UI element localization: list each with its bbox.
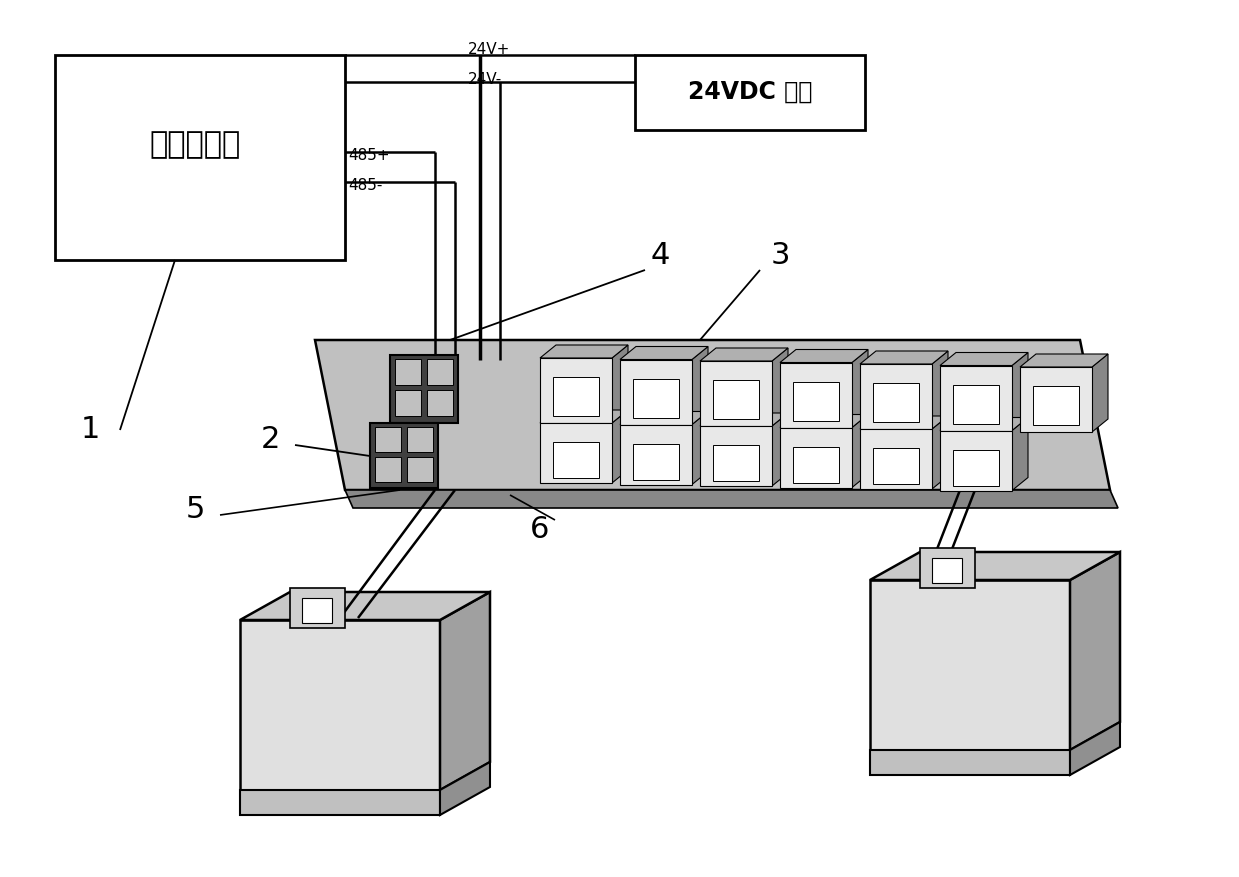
Polygon shape xyxy=(700,426,772,486)
Polygon shape xyxy=(540,423,612,483)
Text: 24VDC 电源: 24VDC 电源 xyxy=(688,80,813,104)
Bar xyxy=(633,379,679,418)
Bar xyxy=(953,385,999,424)
Bar xyxy=(873,448,919,484)
Polygon shape xyxy=(1092,354,1108,432)
Bar xyxy=(375,457,401,481)
Polygon shape xyxy=(700,413,788,426)
Text: 5: 5 xyxy=(186,496,204,524)
Text: 24V-: 24V- xyxy=(468,73,502,88)
Polygon shape xyxy=(240,790,440,815)
Polygon shape xyxy=(860,351,948,364)
Polygon shape xyxy=(852,350,869,427)
Bar xyxy=(873,383,919,423)
Bar xyxy=(395,390,421,417)
Bar xyxy=(636,55,865,130)
Bar xyxy=(633,444,679,480)
Bar xyxy=(55,55,344,260)
Text: 4: 4 xyxy=(650,240,670,269)
Polygon shape xyxy=(860,429,932,489)
Bar xyxy=(1033,387,1079,425)
Polygon shape xyxy=(540,345,628,358)
Polygon shape xyxy=(620,360,693,424)
Polygon shape xyxy=(1012,353,1028,431)
Polygon shape xyxy=(940,366,1012,431)
Text: 3: 3 xyxy=(771,240,789,269)
Bar xyxy=(406,457,432,481)
Polygon shape xyxy=(693,346,707,424)
Polygon shape xyxy=(700,361,772,426)
Bar xyxy=(406,427,432,452)
Text: 6: 6 xyxy=(530,516,550,545)
Polygon shape xyxy=(1012,417,1028,490)
Polygon shape xyxy=(1020,367,1092,432)
Polygon shape xyxy=(860,416,948,429)
Text: 1: 1 xyxy=(81,416,99,445)
Text: 24V+: 24V+ xyxy=(468,42,510,58)
Polygon shape xyxy=(870,552,1120,580)
Polygon shape xyxy=(932,351,948,429)
Polygon shape xyxy=(620,346,707,360)
Polygon shape xyxy=(781,415,869,427)
Bar xyxy=(793,382,839,421)
Text: 主通讯设备: 主通讯设备 xyxy=(150,131,240,160)
Bar xyxy=(290,588,344,628)
Polygon shape xyxy=(852,415,869,488)
Polygon shape xyxy=(620,411,707,424)
Bar xyxy=(953,450,999,486)
Polygon shape xyxy=(240,592,489,620)
Bar xyxy=(395,359,421,385)
Polygon shape xyxy=(932,416,948,489)
Polygon shape xyxy=(612,410,628,483)
Polygon shape xyxy=(870,750,1070,775)
Polygon shape xyxy=(940,417,1028,431)
Bar xyxy=(793,447,839,483)
Polygon shape xyxy=(440,762,489,815)
Polygon shape xyxy=(315,340,1110,490)
Polygon shape xyxy=(781,362,852,427)
Polygon shape xyxy=(700,348,788,361)
Polygon shape xyxy=(870,580,1070,750)
Bar xyxy=(426,390,452,417)
Bar xyxy=(553,442,598,479)
Polygon shape xyxy=(390,355,458,423)
Bar xyxy=(553,377,598,417)
Polygon shape xyxy=(781,350,869,362)
Polygon shape xyxy=(440,592,489,790)
Polygon shape xyxy=(612,345,628,423)
Bar xyxy=(932,558,961,583)
Polygon shape xyxy=(1020,354,1108,367)
Polygon shape xyxy=(344,490,1118,508)
Polygon shape xyxy=(540,410,628,423)
Polygon shape xyxy=(620,424,693,484)
Polygon shape xyxy=(1070,722,1120,775)
Polygon shape xyxy=(772,413,788,486)
Bar xyxy=(426,359,452,385)
Bar xyxy=(375,427,401,452)
Polygon shape xyxy=(540,358,612,423)
Polygon shape xyxy=(940,353,1028,366)
Bar xyxy=(302,598,332,623)
Polygon shape xyxy=(772,348,788,426)
Text: 485+: 485+ xyxy=(348,147,389,162)
Bar xyxy=(712,446,760,481)
Polygon shape xyxy=(940,431,1012,490)
Polygon shape xyxy=(860,364,932,429)
Polygon shape xyxy=(240,620,440,790)
Bar xyxy=(712,381,760,419)
Polygon shape xyxy=(370,423,439,488)
Polygon shape xyxy=(693,411,707,484)
Text: 485-: 485- xyxy=(348,177,383,192)
Text: 2: 2 xyxy=(260,425,280,454)
Polygon shape xyxy=(1070,552,1120,750)
Bar xyxy=(921,548,975,588)
Polygon shape xyxy=(781,427,852,488)
